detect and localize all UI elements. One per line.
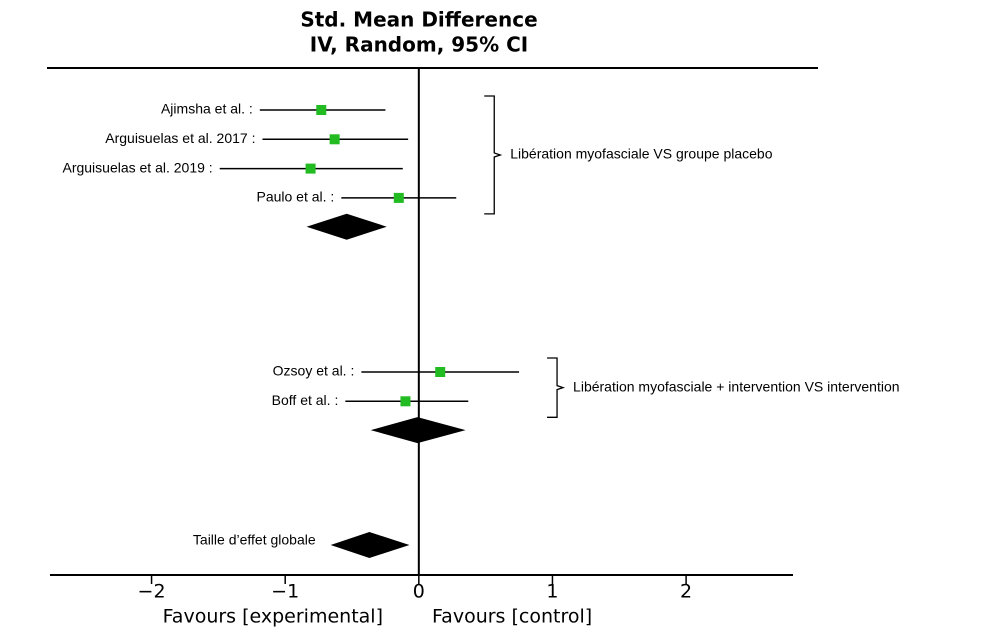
point-estimate <box>435 367 446 377</box>
x-tick-label: 0 <box>413 581 425 603</box>
point-estimate <box>305 163 316 174</box>
chart-subtitle: IV, Random, 95% CI <box>310 33 528 57</box>
x-label-right: Favours [control] <box>432 606 592 628</box>
x-tick-label: 2 <box>680 581 692 603</box>
group-brace <box>547 357 566 418</box>
study-label: Ozsoy et al. : <box>273 363 355 379</box>
study-label: Paulo et al. : <box>256 189 334 205</box>
point-estimate <box>393 192 404 203</box>
study-label: Arguisuelas et al. 2017 : <box>105 130 255 146</box>
x-tick-label: −1 <box>271 581 299 603</box>
point-estimate <box>400 396 411 407</box>
point-estimate <box>316 105 327 115</box>
point-estimate <box>329 134 340 145</box>
group-label: Libération myofasciale VS groupe placebo <box>510 146 772 162</box>
study-label: Arguisuelas et al. 2019 : <box>62 159 212 175</box>
x-tick-label: 1 <box>546 581 558 603</box>
group-brace <box>484 95 503 215</box>
study-label: Boff et al. : <box>272 392 339 408</box>
chart-title: Std. Mean Difference <box>300 8 537 32</box>
study-label: Ajimsha et al. : <box>161 101 253 117</box>
group-label: Libération myofasciale + intervention VS… <box>573 378 899 394</box>
summary-diamond <box>306 213 387 240</box>
x-label-left: Favours [experimental] <box>163 606 383 628</box>
summary-diamond <box>330 532 410 558</box>
overall-label: Taille d’effet globale <box>193 532 316 548</box>
x-tick-label: −2 <box>138 581 166 603</box>
summary-diamond <box>370 417 466 444</box>
